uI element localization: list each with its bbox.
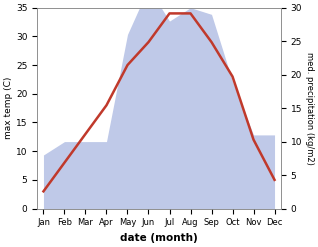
Y-axis label: med. precipitation (kg/m2): med. precipitation (kg/m2) — [305, 52, 314, 165]
X-axis label: date (month): date (month) — [120, 233, 198, 243]
Y-axis label: max temp (C): max temp (C) — [4, 77, 13, 139]
